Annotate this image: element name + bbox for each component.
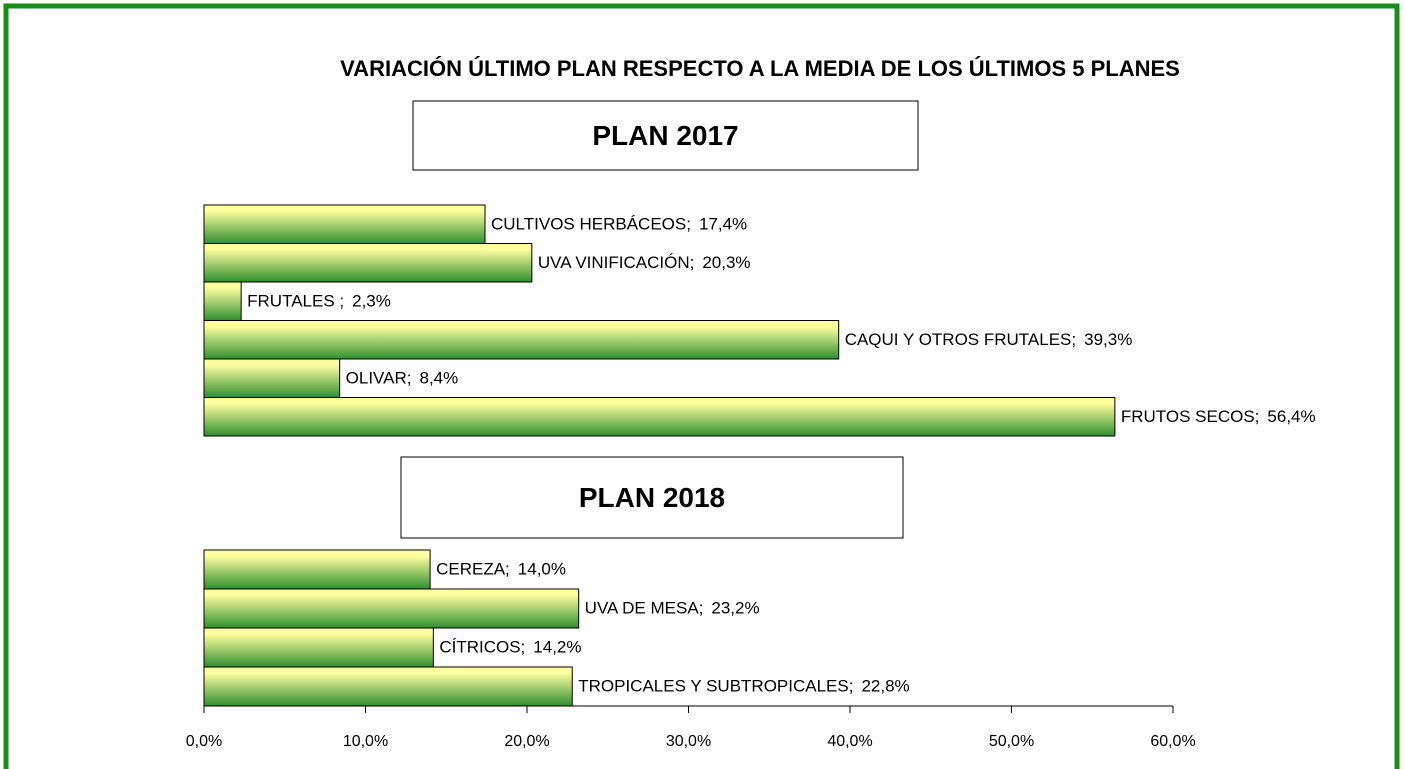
category-label: CÍTRICOS; xyxy=(439,638,525,657)
data-label: CAQUI Y OTROS FRUTALES; 39,3% xyxy=(845,330,1133,349)
value-label: 22,8% xyxy=(861,677,909,696)
group-title: PLAN 2017 xyxy=(592,120,738,151)
category-label: CAQUI Y OTROS FRUTALES; xyxy=(845,330,1076,349)
x-tick-label: 50,0% xyxy=(989,733,1034,750)
data-label: CULTIVOS HERBÁCEOS; 17,4% xyxy=(491,215,747,234)
x-tick-label: 0,0% xyxy=(186,733,222,750)
data-label: CEREZA; 14,0% xyxy=(436,560,566,579)
value-label: 56,4% xyxy=(1267,407,1315,426)
category-label: UVA DE MESA; xyxy=(585,599,704,618)
bar xyxy=(203,588,580,629)
value-label: 23,2% xyxy=(711,599,759,618)
x-tick-label: 20,0% xyxy=(504,733,549,750)
bar xyxy=(203,281,242,321)
value-label: 39,3% xyxy=(1084,330,1132,349)
x-tick-label: 30,0% xyxy=(666,733,711,750)
value-label: 17,4% xyxy=(699,215,747,234)
data-label: CÍTRICOS; 14,2% xyxy=(439,638,581,657)
chart-title: VARIACIÓN ÚLTIMO PLAN RESPECTO A LA MEDI… xyxy=(340,56,1180,81)
group-box xyxy=(412,100,919,171)
data-label: UVA VINIFICACIÓN; 20,3% xyxy=(538,253,751,272)
x-tick-label: 10,0% xyxy=(343,733,388,750)
value-label: 8,4% xyxy=(419,369,458,388)
group-title: PLAN 2018 xyxy=(579,482,725,513)
value-label: 2,3% xyxy=(352,292,391,311)
category-label: CULTIVOS HERBÁCEOS; xyxy=(491,215,691,234)
category-label: TROPICALES Y SUBTROPICALES; xyxy=(578,677,853,696)
category-label: OLIVAR; xyxy=(346,369,412,388)
data-label: UVA DE MESA; 23,2% xyxy=(585,599,760,618)
value-label: 20,3% xyxy=(702,253,750,272)
x-tick-label: 40,0% xyxy=(827,733,872,750)
bar xyxy=(203,549,431,590)
bar xyxy=(203,320,840,360)
data-label: TROPICALES Y SUBTROPICALES; 22,8% xyxy=(578,677,909,696)
category-label: FRUTOS SECOS; xyxy=(1121,407,1260,426)
bar xyxy=(203,397,1116,437)
group-box xyxy=(400,456,904,539)
category-label: UVA VINIFICACIÓN; xyxy=(538,253,695,272)
bar xyxy=(203,666,573,707)
bar xyxy=(203,204,486,244)
x-tick-label: 60,0% xyxy=(1150,733,1195,750)
category-label: FRUTALES ; xyxy=(247,292,344,311)
data-label: FRUTALES ; 2,3% xyxy=(247,292,391,311)
value-label: 14,2% xyxy=(533,638,581,657)
bar xyxy=(203,358,341,398)
category-label: CEREZA; xyxy=(436,560,510,579)
bar xyxy=(203,627,434,668)
data-label: OLIVAR; 8,4% xyxy=(346,369,459,388)
data-label: FRUTOS SECOS; 56,4% xyxy=(1121,407,1316,426)
value-label: 14,0% xyxy=(518,560,566,579)
bar xyxy=(203,243,533,283)
